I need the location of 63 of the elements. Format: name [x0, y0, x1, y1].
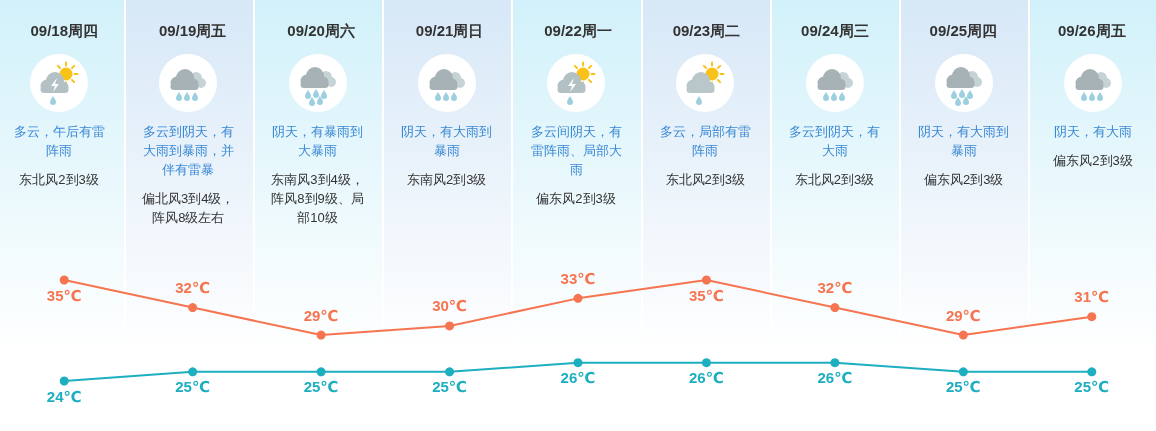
point	[316, 330, 326, 340]
data-label: 32℃	[817, 279, 853, 297]
point	[958, 367, 968, 377]
point	[573, 358, 583, 368]
data-label: 24℃	[46, 387, 82, 405]
text: 阴天，有大雨	[1053, 123, 1133, 141]
data-label: 25℃	[175, 378, 211, 396]
text: 多云，午后有雷阵雨	[12, 123, 106, 160]
x-tick-label: 09/26周五	[1058, 22, 1126, 39]
point	[316, 367, 326, 377]
x-tick-label: 09/18周四	[30, 22, 98, 39]
point	[445, 367, 455, 377]
text: 多云到阴天，有大雨到暴雨，并伴有雷暴	[141, 123, 235, 179]
point	[1087, 312, 1097, 322]
data-label: 33℃	[560, 269, 596, 287]
point	[59, 376, 69, 386]
text: 偏东风2到3级	[923, 171, 1005, 189]
text: 阴天，有大雨到暴雨	[917, 123, 1011, 160]
data-label: 26℃	[560, 369, 596, 387]
data-label: 31℃	[1074, 288, 1110, 306]
point	[445, 321, 455, 331]
text: 阴天，有大雨到暴雨	[400, 123, 494, 160]
point	[188, 367, 198, 377]
x-tick-label: 09/23周二	[672, 22, 741, 39]
text: 东北风2到3级	[664, 171, 746, 189]
text: 阴天，有暴雨到大暴雨	[271, 123, 364, 160]
data-label: 30℃	[432, 297, 467, 315]
data-label: 32℃	[175, 279, 211, 297]
data-label: 29℃	[945, 306, 981, 324]
text: 东南风2到3级	[406, 171, 488, 189]
data-label: 25℃	[303, 378, 339, 396]
point	[573, 293, 583, 303]
point	[701, 358, 711, 368]
data-label: 25℃	[945, 378, 981, 396]
data-label: 26℃	[689, 369, 724, 387]
text: 东北风2到3级	[18, 171, 100, 189]
x-tick-label: 09/21周日	[415, 22, 484, 39]
data-label: 26℃	[817, 369, 853, 387]
point	[701, 275, 711, 285]
text: 多云间阴天，有雷阵雨、局部大雨	[529, 123, 623, 179]
data-label: 29℃	[303, 306, 339, 324]
point	[830, 303, 840, 313]
x-tick-label: 09/25周四	[929, 22, 998, 39]
data-label: 25℃	[432, 378, 467, 396]
text: 多云，局部有雷阵雨	[658, 123, 752, 160]
x-tick-label: 09/22周一	[544, 22, 612, 39]
text: 偏东风2到3级	[1052, 152, 1134, 170]
text: 东南风3到4级，阵风8到9级、局部10级	[270, 171, 365, 227]
text: 偏北风3到4级，阵风8级左右	[141, 190, 236, 227]
text: 东北风2到3级	[793, 171, 876, 189]
data-label: 35℃	[46, 286, 82, 304]
point	[830, 358, 840, 368]
text: 偏东风2到3级	[535, 190, 617, 208]
data-label: 25℃	[1074, 378, 1110, 396]
point	[188, 303, 198, 313]
x-tick-label: 09/19周五	[158, 22, 227, 39]
point	[59, 275, 69, 285]
point	[958, 330, 968, 340]
text: 多云到阴天，有大雨	[788, 123, 881, 160]
point	[1087, 367, 1097, 377]
x-tick-label: 09/24周三	[801, 22, 869, 39]
x-tick-label: 09/20周六	[287, 22, 355, 39]
data-label: 35℃	[689, 286, 724, 304]
